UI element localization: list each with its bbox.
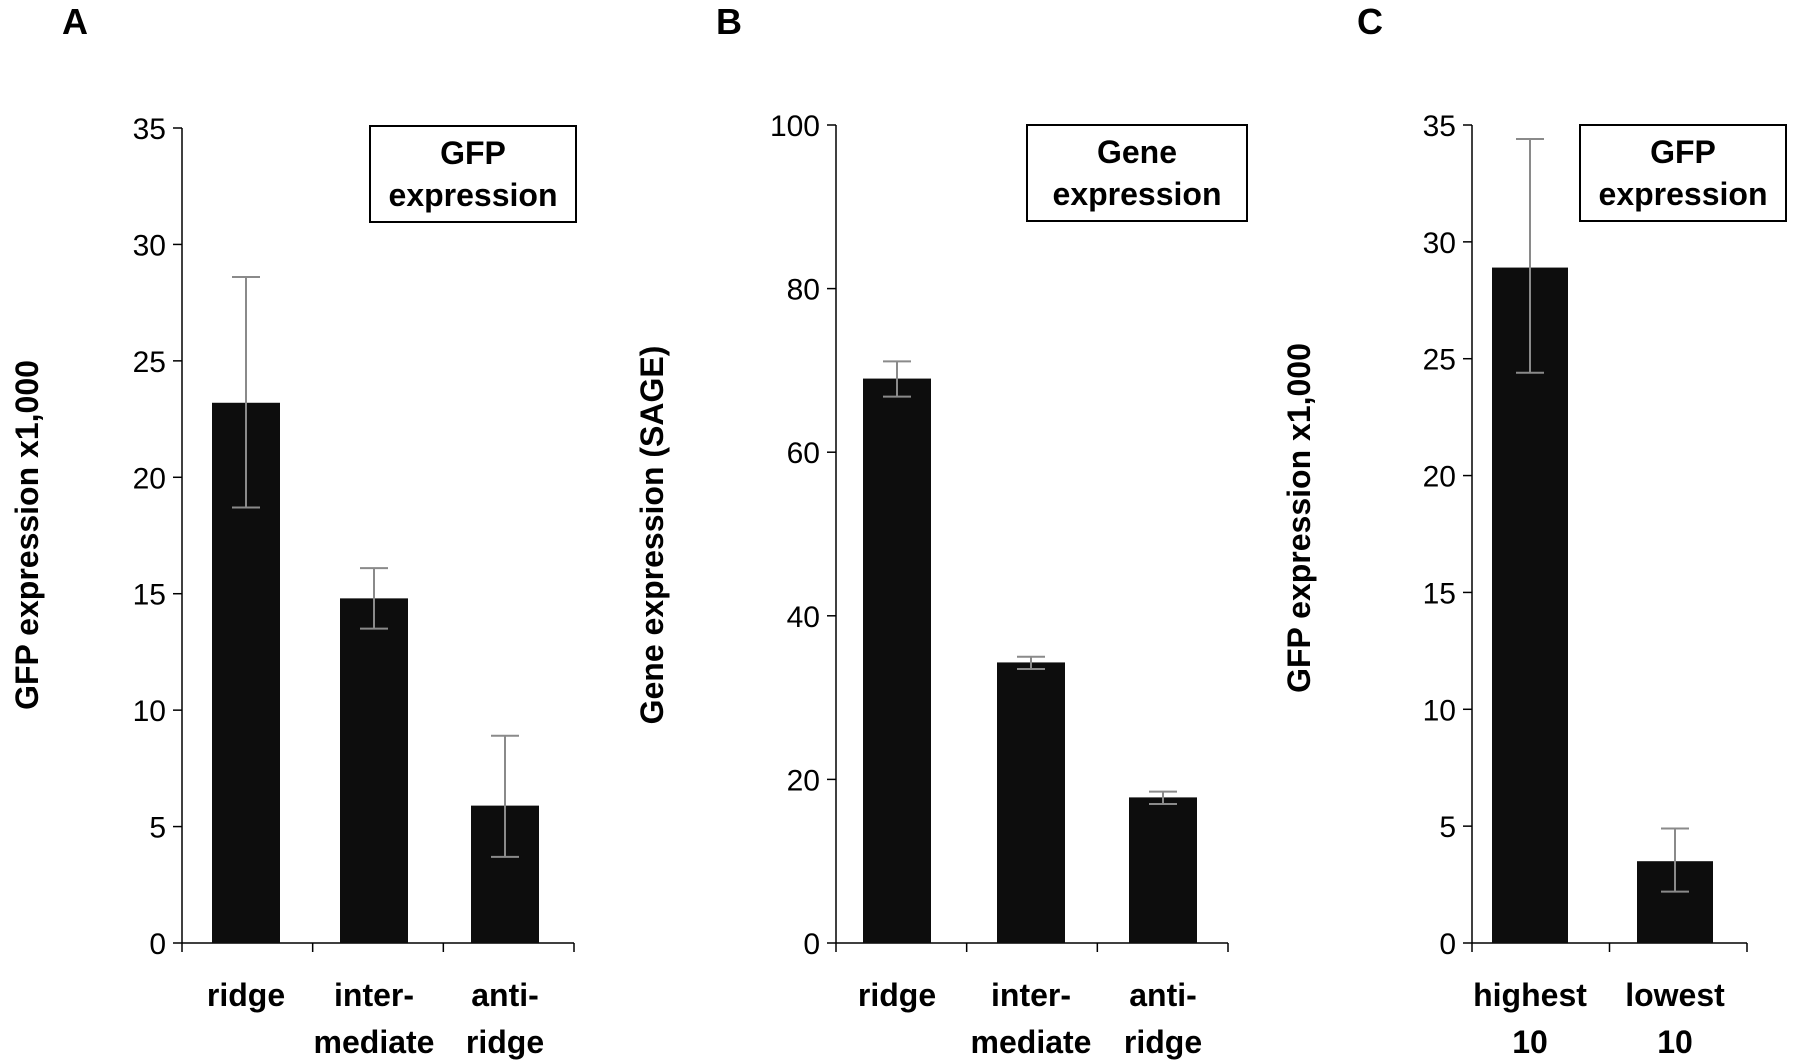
y-tick-label: 10 (133, 695, 166, 728)
bar-0 (863, 378, 931, 944)
y-tick-label: 100 (770, 110, 820, 143)
chart-panel-c: C 0 5 10 15 20 25 30 35 highest 10 lowest 10 GFP expr… (1281, 1, 1787, 1060)
y-tick-label: 25 (133, 346, 166, 379)
y-tick-label: 20 (1423, 461, 1456, 494)
category-label-0: ridge (858, 977, 936, 1013)
category-label-2: anti-ridge (466, 977, 544, 1060)
y-tick-label: 15 (1423, 577, 1456, 610)
panel-letter: B (716, 1, 742, 42)
y-axis-label: Gene expression (SAGE) (634, 346, 670, 725)
y-tick-label: 15 (133, 579, 166, 612)
panel-letter: A (62, 1, 88, 42)
y-tick-label: 35 (133, 113, 166, 146)
panel-letter: C (1357, 1, 1383, 42)
y-tick-label: 30 (133, 229, 166, 262)
y-axis-label: GFP expression x1,000 (1281, 343, 1317, 693)
legend-text: GFP expression (389, 135, 558, 213)
y-tick-label: 0 (149, 928, 166, 961)
category-label-1: inter-mediate (971, 977, 1092, 1060)
y-tick-label: 10 (1423, 694, 1456, 727)
error-bar-1 (1661, 827, 1689, 893)
legend-text: GFP expression (1599, 134, 1768, 212)
y-tick-label: 30 (1423, 227, 1456, 260)
legend-box: GFP expression (369, 125, 577, 223)
category-label-0: highest 10 (1473, 977, 1587, 1060)
error-bar-2 (1149, 790, 1177, 805)
error-bar-0 (883, 360, 911, 398)
y-tick-label: 5 (1439, 811, 1456, 844)
y-tick-label: 35 (1423, 110, 1456, 143)
y-tick-label: 60 (787, 437, 820, 470)
error-bar-0 (232, 276, 260, 509)
bar-1 (340, 598, 408, 943)
category-label-1: lowest 10 (1625, 977, 1725, 1060)
bar-2 (1129, 797, 1197, 943)
y-axis-label: GFP expression x1,000 (9, 360, 45, 710)
category-label-0: ridge (207, 977, 285, 1013)
bar-1 (997, 662, 1065, 943)
error-bar-1 (360, 567, 388, 630)
legend-text: Gene expression (1053, 134, 1222, 212)
y-tick-label: 25 (1423, 344, 1456, 377)
y-tick-label: 80 (787, 274, 820, 307)
chart-panel-a: A 0 5 10 15 20 25 30 35 ridge inter-mediate anti-ri… (9, 1, 577, 1060)
y-tick-label: 20 (133, 462, 166, 495)
y-tick-label: 40 (787, 601, 820, 634)
category-label-1: inter-mediate (314, 977, 435, 1060)
y-tick-label: 0 (803, 928, 820, 961)
error-bar-1 (1017, 655, 1045, 670)
error-bar-2 (491, 734, 519, 858)
legend-box: GFP expression (1579, 124, 1787, 222)
category-label-2: anti-ridge (1124, 977, 1202, 1060)
y-tick-label: 20 (787, 764, 820, 797)
bar-0 (1492, 267, 1568, 944)
error-bar-0 (1516, 138, 1544, 374)
y-tick-label: 0 (1439, 928, 1456, 961)
y-tick-label: 5 (149, 812, 166, 845)
chart-panel-b: B 0 20 40 60 80 100 ridge inter-mediate anti-ridg… (634, 1, 1248, 1060)
legend-box: Gene expression (1026, 124, 1248, 222)
